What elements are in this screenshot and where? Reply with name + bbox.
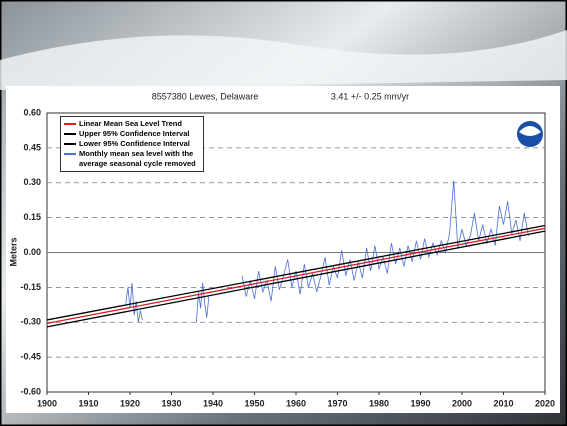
- x-tick-label: 1900: [37, 398, 57, 408]
- page: 8557380 Lewes, Delaware 3.41 +/- 0.25 mm…: [0, 0, 567, 426]
- y-tick-label: -0.60: [20, 386, 41, 396]
- y-tick-label: 0.60: [23, 107, 41, 117]
- x-tick-label: 1910: [78, 398, 98, 408]
- x-tick-label: 1960: [286, 398, 306, 408]
- x-tick-label: 2010: [493, 398, 513, 408]
- legend-entry: Lower 95% Confidence Interval: [64, 139, 200, 149]
- x-tick-label: 1970: [327, 398, 347, 408]
- legend-swatch: [64, 143, 76, 145]
- legend-label: Linear Mean Sea Level Trend: [79, 119, 182, 129]
- legend-entry: Monthly mean sea level with the average …: [64, 149, 200, 169]
- y-tick-label: 0.30: [23, 177, 41, 187]
- legend-label: Upper 95% Confidence Interval: [79, 129, 189, 139]
- y-tick-label: 0.15: [23, 212, 41, 222]
- x-tick-label: 1980: [369, 398, 389, 408]
- legend-entry: Linear Mean Sea Level Trend: [64, 119, 200, 129]
- legend-label: Monthly mean sea level with the average …: [79, 149, 200, 169]
- legend-swatch: [64, 153, 76, 155]
- y-tick-label: 0.00: [23, 247, 41, 257]
- x-tick-label: 2020: [535, 398, 555, 408]
- y-tick-label: -0.45: [20, 352, 41, 362]
- legend-label: Lower 95% Confidence Interval: [79, 139, 190, 149]
- legend-swatch: [64, 123, 76, 125]
- chart: 8557380 Lewes, Delaware 3.41 +/- 0.25 mm…: [0, 0, 567, 426]
- x-tick-label: 1920: [120, 398, 140, 408]
- x-tick-label: 1940: [203, 398, 223, 408]
- x-tick-label: 2000: [452, 398, 472, 408]
- y-tick-label: -0.15: [20, 282, 41, 292]
- y-tick-label: 0.45: [23, 142, 41, 152]
- chart-title: 8557380 Lewes, Delaware: [152, 91, 259, 101]
- x-tick-label: 1950: [244, 398, 264, 408]
- legend-swatch: [64, 133, 76, 135]
- y-axis-label: Meters: [8, 237, 18, 266]
- legend-entry: Upper 95% Confidence Interval: [64, 129, 200, 139]
- chart-subtitle: 3.41 +/- 0.25 mm/yr: [331, 91, 409, 101]
- y-tick-label: -0.30: [20, 317, 41, 327]
- x-tick-label: 1990: [410, 398, 430, 408]
- x-tick-label: 1930: [161, 398, 181, 408]
